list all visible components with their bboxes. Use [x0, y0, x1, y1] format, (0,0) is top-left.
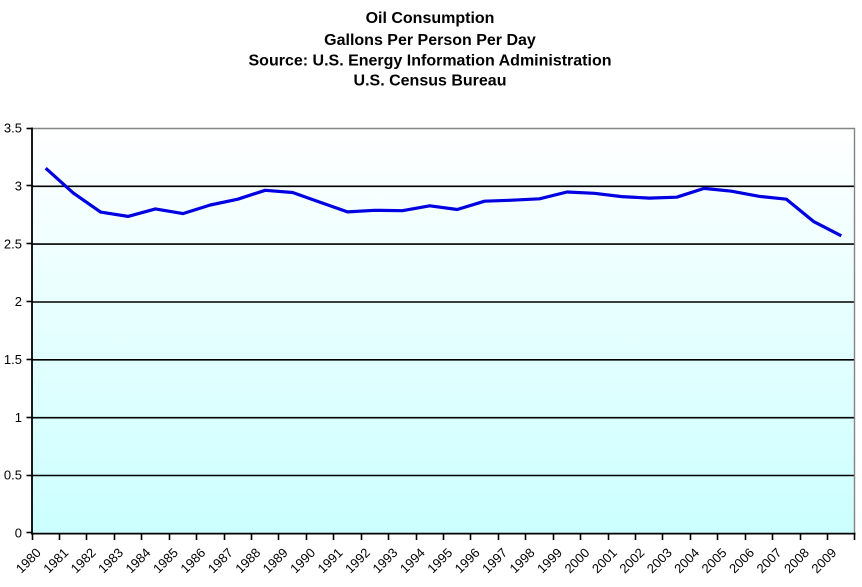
svg-text:2006: 2006	[726, 545, 757, 576]
svg-text:1993: 1993	[369, 545, 400, 576]
svg-text:0.5: 0.5	[4, 468, 22, 483]
svg-text:1988: 1988	[232, 545, 263, 576]
svg-text:1: 1	[15, 410, 22, 425]
svg-text:3.5: 3.5	[4, 121, 22, 136]
svg-text:2005: 2005	[699, 545, 730, 576]
svg-text:2009: 2009	[808, 545, 839, 576]
svg-text:1997: 1997	[479, 545, 510, 576]
svg-text:1996: 1996	[452, 545, 483, 576]
svg-text:1985: 1985	[150, 545, 181, 576]
svg-text:1984: 1984	[122, 545, 153, 576]
svg-text:U.S. Census Bureau: U.S. Census Bureau	[354, 73, 507, 90]
svg-text:2007: 2007	[753, 545, 784, 576]
svg-text:1992: 1992	[342, 545, 373, 576]
svg-text:2000: 2000	[561, 545, 592, 576]
svg-text:Gallons Per Person Per Day: Gallons Per Person Per Day	[324, 32, 536, 49]
svg-text:1995: 1995	[424, 545, 455, 576]
svg-text:2004: 2004	[671, 545, 702, 576]
svg-text:2.5: 2.5	[4, 236, 22, 251]
svg-text:3: 3	[15, 179, 22, 194]
svg-text:1998: 1998	[507, 545, 538, 576]
svg-text:1991: 1991	[315, 545, 346, 576]
svg-text:1981: 1981	[40, 545, 71, 576]
svg-text:1987: 1987	[205, 545, 236, 576]
svg-text:Source: U.S. Energy Informatio: Source: U.S. Energy Information Administ…	[249, 52, 612, 69]
svg-text:2: 2	[15, 294, 22, 309]
svg-text:2003: 2003	[644, 545, 675, 576]
svg-text:1994: 1994	[397, 545, 428, 576]
svg-text:1989: 1989	[260, 545, 291, 576]
svg-text:1999: 1999	[534, 545, 565, 576]
svg-text:1986: 1986	[177, 545, 208, 576]
svg-text:1990: 1990	[287, 545, 318, 576]
svg-text:1980: 1980	[13, 545, 44, 576]
svg-text:1983: 1983	[95, 545, 126, 576]
svg-text:Oil Consumption: Oil Consumption	[366, 10, 495, 27]
svg-text:2001: 2001	[589, 545, 620, 576]
svg-text:2008: 2008	[781, 545, 812, 576]
svg-text:2002: 2002	[616, 545, 647, 576]
svg-text:1.5: 1.5	[4, 352, 22, 367]
svg-text:1982: 1982	[68, 545, 99, 576]
svg-text:0: 0	[15, 526, 22, 541]
